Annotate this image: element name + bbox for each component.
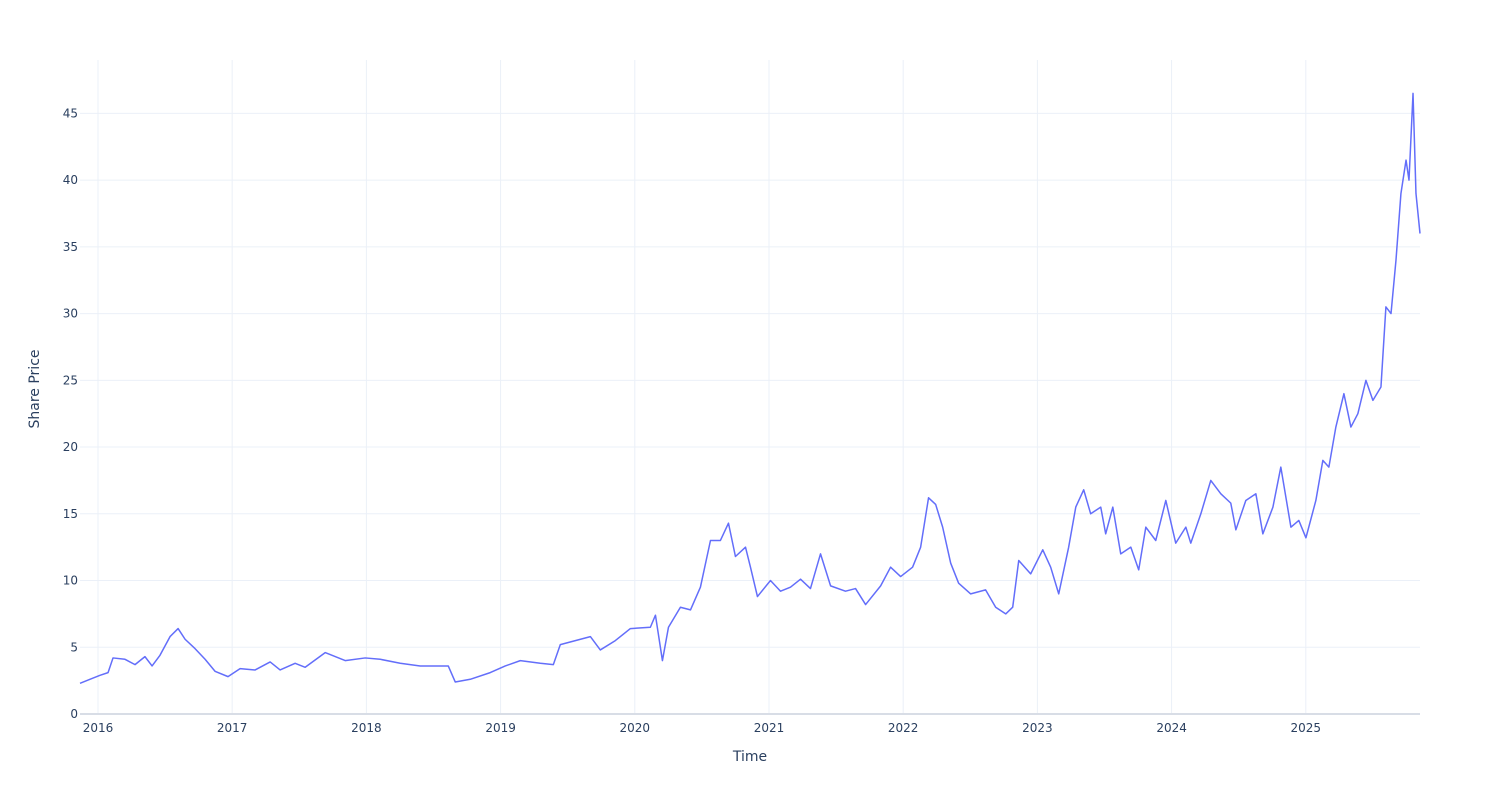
y-tick-label: 35 <box>63 240 78 254</box>
y-tick-label: 5 <box>70 640 78 654</box>
y-tick-label: 0 <box>70 707 78 721</box>
x-tick-label: 2018 <box>351 721 382 735</box>
x-tick-label: 2017 <box>217 721 248 735</box>
y-axis-title: Share Price <box>27 349 43 428</box>
y-tick-label: 45 <box>63 106 78 120</box>
x-tick-label: 2019 <box>485 721 516 735</box>
x-tick-label: 2024 <box>1156 721 1187 735</box>
y-tick-label: 40 <box>63 173 78 187</box>
y-tick-label: 25 <box>63 373 78 387</box>
x-tick-label: 2021 <box>754 721 785 735</box>
price-line <box>79 92 1421 684</box>
y-tick-label: 10 <box>63 574 78 588</box>
x-tick-label: 2016 <box>83 721 114 735</box>
y-tick-label: 15 <box>63 507 78 521</box>
x-tick-label: 2022 <box>888 721 919 735</box>
y-tick-label: 20 <box>63 440 78 454</box>
x-tick-label: 2025 <box>1291 721 1322 735</box>
x-axis-title: Time <box>732 749 767 765</box>
y-tick-label: 30 <box>63 307 78 321</box>
x-tick-label: 2023 <box>1022 721 1053 735</box>
x-tick-label: 2020 <box>620 721 651 735</box>
